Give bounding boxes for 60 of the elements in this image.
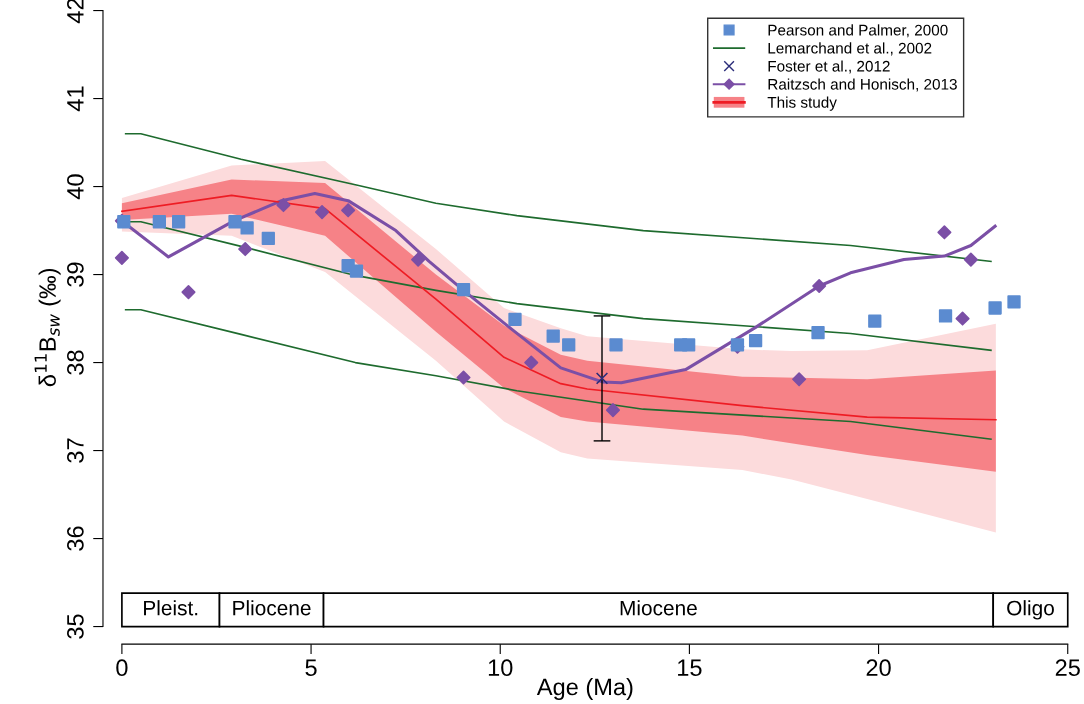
point <box>456 282 471 297</box>
point <box>341 203 356 218</box>
y-tick-label: 37 <box>67 438 84 463</box>
point <box>349 264 364 278</box>
y-tick-label: 35 <box>67 614 84 639</box>
y-tick-label: 41 <box>67 86 84 112</box>
point <box>937 225 952 240</box>
x-tick-label: 0 <box>116 659 128 677</box>
legend-label: Raitzsch and Honisch, 2013 <box>768 78 957 92</box>
point <box>411 252 426 267</box>
x-tick-label: 20 <box>866 659 891 677</box>
point <box>261 231 275 246</box>
x-tick-label: 5 <box>305 659 317 677</box>
line-series <box>124 132 992 263</box>
point <box>868 314 882 328</box>
point <box>748 333 763 348</box>
point <box>228 215 242 229</box>
point <box>181 285 196 300</box>
band-label: Pliocene <box>233 600 311 616</box>
band-label: Oligo <box>1007 600 1054 620</box>
point <box>562 338 576 352</box>
legend-label: This study <box>767 96 837 111</box>
point <box>508 312 522 327</box>
point <box>1007 295 1021 309</box>
legend-label: Foster et al., 2012 <box>768 60 890 74</box>
point <box>812 278 827 294</box>
x-tick-label: 25 <box>1055 659 1080 677</box>
point <box>546 329 560 343</box>
point <box>314 205 330 220</box>
point <box>152 215 166 229</box>
point <box>938 309 953 323</box>
point <box>955 311 970 326</box>
x-tick-label: 10 <box>488 659 513 677</box>
point <box>682 338 696 352</box>
y-axis-title: δ$^{11}$B$_{sw}$ (‰) <box>34 268 61 387</box>
band-label: Pleist. <box>144 600 198 616</box>
x-tick-label: 15 <box>678 659 702 677</box>
point <box>114 250 129 265</box>
point <box>595 372 609 385</box>
y-tick-label: 38 <box>67 350 84 375</box>
point <box>240 221 254 235</box>
point <box>609 338 623 352</box>
point <box>605 403 621 418</box>
band-label: Miocene <box>620 600 697 616</box>
point <box>811 325 825 340</box>
x-axis-title: Age (Ma) <box>536 677 633 700</box>
y-tick-label: 40 <box>67 174 84 200</box>
line-series <box>124 308 992 440</box>
point <box>456 370 471 385</box>
point <box>238 241 253 257</box>
legend-label: Lemarchand et al., 2002 <box>768 42 932 56</box>
point <box>988 301 1002 315</box>
legend-label: Pearson and Palmer, 2000 <box>768 24 948 38</box>
point <box>524 355 539 370</box>
y-tick-label: 36 <box>67 526 84 551</box>
point <box>792 372 807 387</box>
point <box>963 252 978 267</box>
point <box>276 197 291 213</box>
point <box>172 215 186 229</box>
y-tick-label: 39 <box>67 262 84 287</box>
